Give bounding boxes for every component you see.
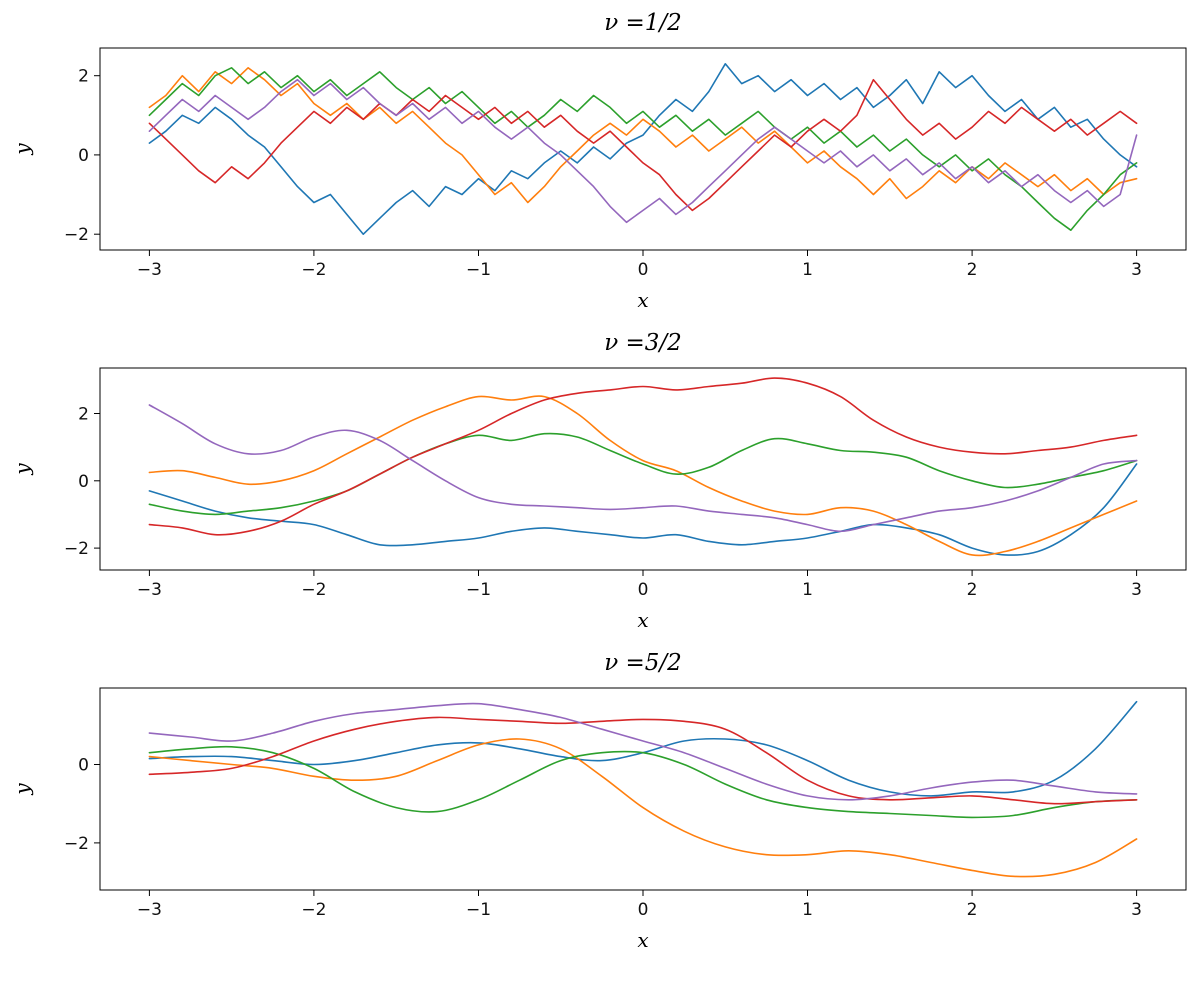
svg-text:2: 2	[967, 900, 978, 920]
y-axis-label: y	[10, 463, 34, 475]
svg-text:1: 1	[802, 900, 813, 920]
subplot-nu-5-2: ν =5/2 y −3 −2 −1 0 1 2 3 −2 0 x	[0, 650, 1200, 954]
svg-text:−2: −2	[301, 580, 326, 600]
svg-text:−1: −1	[466, 260, 491, 280]
svg-text:−1: −1	[466, 580, 491, 600]
y-axis-label: y	[10, 783, 34, 795]
x-axis-label: x	[637, 928, 649, 952]
svg-text:0: 0	[638, 580, 649, 600]
x-axis-label: x	[637, 288, 649, 312]
plot-area: y −3 −2 −1 0 1 2 3 −2 0 2	[0, 364, 1200, 608]
svg-text:2: 2	[967, 580, 978, 600]
line-chart: −3 −2 −1 0 1 2 3 −2 0	[64, 687, 1187, 920]
subplot-nu-3-2: ν =3/2 y −3 −2 −1 0 1 2 3 −2 0 2 x	[0, 330, 1200, 634]
svg-text:−2: −2	[64, 539, 89, 559]
svg-text:−2: −2	[301, 260, 326, 280]
subplot-title: ν =1/2	[604, 10, 682, 36]
svg-text:−3: −3	[137, 900, 162, 920]
svg-text:2: 2	[967, 260, 978, 280]
line-chart: −3 −2 −1 0 1 2 3 −2 0 2	[64, 47, 1187, 280]
svg-text:0: 0	[78, 472, 89, 492]
subplot-nu-1-2: ν =1/2 y −3 −2 −1 0 1 2 3 −2 0 2 x	[0, 10, 1200, 314]
y-axis-label: y	[10, 143, 34, 155]
subplot-title: ν =3/2	[604, 330, 682, 356]
svg-text:−3: −3	[137, 260, 162, 280]
svg-text:0: 0	[78, 756, 89, 776]
svg-text:−3: −3	[137, 580, 162, 600]
svg-text:−1: −1	[466, 900, 491, 920]
svg-text:2: 2	[78, 67, 89, 87]
svg-text:0: 0	[638, 260, 649, 280]
figure: ν =1/2 y −3 −2 −1 0 1 2 3 −2 0 2 x ν =3/2 y −3 −2−…	[0, 10, 1200, 954]
svg-text:1: 1	[802, 580, 813, 600]
svg-text:3: 3	[1131, 260, 1142, 280]
line-chart: −3 −2 −1 0 1 2 3 −2 0 2	[64, 367, 1187, 600]
svg-text:3: 3	[1131, 580, 1142, 600]
svg-text:−2: −2	[64, 225, 89, 245]
svg-text:0: 0	[638, 900, 649, 920]
plot-area: y −3 −2 −1 0 1 2 3 −2 0 2	[0, 44, 1200, 288]
subplot-title: ν =5/2	[604, 650, 682, 676]
x-axis-label: x	[637, 608, 649, 632]
svg-text:0: 0	[78, 146, 89, 166]
svg-text:−2: −2	[64, 834, 89, 854]
svg-text:2: 2	[78, 405, 89, 425]
svg-text:3: 3	[1131, 900, 1142, 920]
plot-area: y −3 −2 −1 0 1 2 3 −2 0	[0, 684, 1200, 928]
svg-text:−2: −2	[301, 900, 326, 920]
svg-text:1: 1	[802, 260, 813, 280]
